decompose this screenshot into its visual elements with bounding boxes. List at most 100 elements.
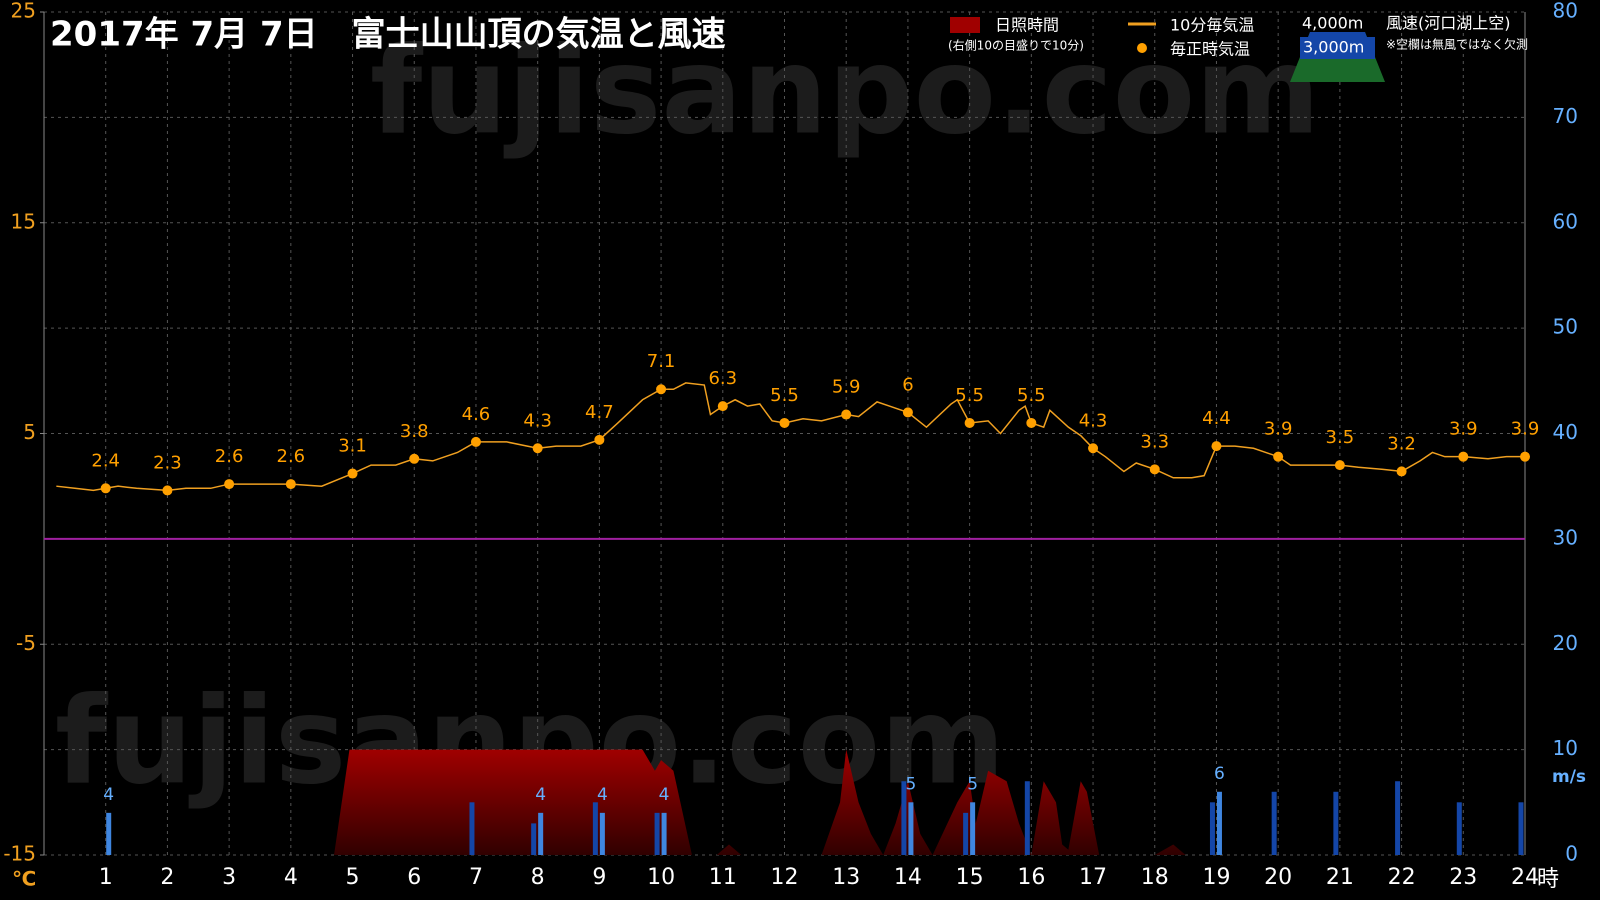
value-label: 6.3 xyxy=(708,368,737,389)
value-label: 5.9 xyxy=(832,377,861,398)
value-label: 5 xyxy=(906,774,917,794)
temperature-point xyxy=(1334,460,1345,471)
legend-label: 3,000m xyxy=(1303,38,1364,57)
x-tick-label: 10 xyxy=(647,865,675,890)
wind-bar xyxy=(908,802,914,855)
watermark: fujisanpo.com xyxy=(370,23,1320,162)
value-label: 7.1 xyxy=(647,351,676,372)
value-label: 5 xyxy=(967,774,978,794)
y2-tick-label: 60 xyxy=(1553,209,1578,233)
wind-bar xyxy=(1333,791,1339,855)
temperature-point xyxy=(656,384,667,395)
value-label: 2.4 xyxy=(91,450,120,471)
y-tick-label: 25 xyxy=(11,0,36,23)
temperature-point xyxy=(841,409,852,420)
wind-bar xyxy=(106,812,112,855)
x-tick-label: 19 xyxy=(1202,865,1230,890)
value-label: 2.3 xyxy=(153,452,182,473)
y-tick-label: -15 xyxy=(3,842,36,866)
wind-bar xyxy=(538,812,544,855)
temperature-point xyxy=(594,434,605,445)
legend-swatch xyxy=(950,17,980,33)
y2-tick-label: 20 xyxy=(1553,631,1578,655)
x-tick-label: 17 xyxy=(1079,865,1107,890)
temperature-point xyxy=(717,401,728,412)
x-tick-label: 18 xyxy=(1141,865,1169,890)
mountain-icon xyxy=(1300,37,1375,59)
value-label: 3.8 xyxy=(400,421,429,442)
wind-bar xyxy=(1518,802,1524,855)
temperature-point xyxy=(532,443,543,454)
wind-bar xyxy=(963,812,969,855)
wind-bar xyxy=(469,802,475,855)
wind-bar xyxy=(970,802,976,855)
x-tick-label: 15 xyxy=(956,865,984,890)
temperature-point xyxy=(1273,451,1284,462)
temperature-point xyxy=(470,436,481,447)
temperature-point xyxy=(1026,417,1037,428)
legend-label: 10分毎気温 xyxy=(1170,16,1254,35)
y2-tick-label: 0 xyxy=(1565,842,1578,866)
legend: 日照時間 (右側10の目盛りで10分) 10分毎気温 毎正時気温 4,000m … xyxy=(948,14,1528,82)
y2-unit: m/s xyxy=(1552,767,1586,787)
y2-tick-label: 30 xyxy=(1553,525,1578,549)
x-tick-label: 11 xyxy=(709,865,737,890)
value-label: 6 xyxy=(902,374,913,395)
value-label: 3.3 xyxy=(1140,431,1169,452)
x-tick-label: 13 xyxy=(832,865,860,890)
y2-tick-label: 70 xyxy=(1553,104,1578,128)
wind-bar xyxy=(1271,791,1277,855)
y2-tick-label: 50 xyxy=(1553,315,1578,339)
value-label: 4.6 xyxy=(462,404,491,425)
value-label: 4 xyxy=(103,785,114,805)
x-tick-label: 5 xyxy=(346,865,360,890)
wind-bar xyxy=(1024,781,1030,855)
value-label: 4 xyxy=(659,785,670,805)
x-tick-label: 7 xyxy=(469,865,483,890)
x-tick-label: 8 xyxy=(531,865,545,890)
temperature-point xyxy=(347,468,358,479)
x-tick-label: 2 xyxy=(160,865,174,890)
y-unit: ℃ xyxy=(12,867,36,891)
x-tick-label: 22 xyxy=(1388,865,1416,890)
temperature-point xyxy=(1396,466,1407,477)
wind-bar xyxy=(654,812,660,855)
temperature-point xyxy=(409,453,420,464)
legend-title: 風速(河口湖上空) xyxy=(1386,14,1511,33)
sunshine-area xyxy=(44,749,1525,855)
wind-bar xyxy=(1395,781,1401,855)
temperature-point xyxy=(162,485,173,496)
value-label: 3.9 xyxy=(1449,419,1478,440)
value-label: 2.6 xyxy=(215,446,244,467)
y-tick-label: 5 xyxy=(23,420,36,444)
temperature-point xyxy=(1458,451,1469,462)
value-label: 4.3 xyxy=(1079,410,1108,431)
x-tick-label: 21 xyxy=(1326,865,1354,890)
x-tick-label: 3 xyxy=(222,865,236,890)
x-tick-label: 23 xyxy=(1449,865,1477,890)
value-label: 3.9 xyxy=(1511,419,1540,440)
value-label: 3.2 xyxy=(1387,433,1416,454)
x-tick-label: 24 xyxy=(1511,865,1539,890)
wind-bar xyxy=(901,781,907,855)
value-label: 4.3 xyxy=(523,410,552,431)
x-tick-label: 16 xyxy=(1017,865,1045,890)
temperature-line xyxy=(56,382,1525,492)
legend-label: 4,000m xyxy=(1302,14,1363,33)
chart-title: 2017年 7月 7日 富士山山頂の気温と風速 xyxy=(50,15,726,55)
x-tick-label: 4 xyxy=(284,865,298,890)
legend-label: 毎正時気温 xyxy=(1170,40,1250,59)
value-label: 5.5 xyxy=(955,385,984,406)
temperature-point xyxy=(964,417,975,428)
temperature-point xyxy=(1520,451,1530,462)
wind-bar xyxy=(1216,791,1222,855)
value-label: 6 xyxy=(1214,764,1225,784)
y2-tick-label: 40 xyxy=(1553,420,1578,444)
temperature-point xyxy=(779,417,790,428)
y-tick-label: 15 xyxy=(11,209,36,233)
y2-tick-label: 80 xyxy=(1553,0,1578,23)
x-tick-label: 6 xyxy=(407,865,421,890)
legend-note: (右側10の目盛りで10分) xyxy=(948,38,1084,53)
wind-bar xyxy=(661,812,667,855)
